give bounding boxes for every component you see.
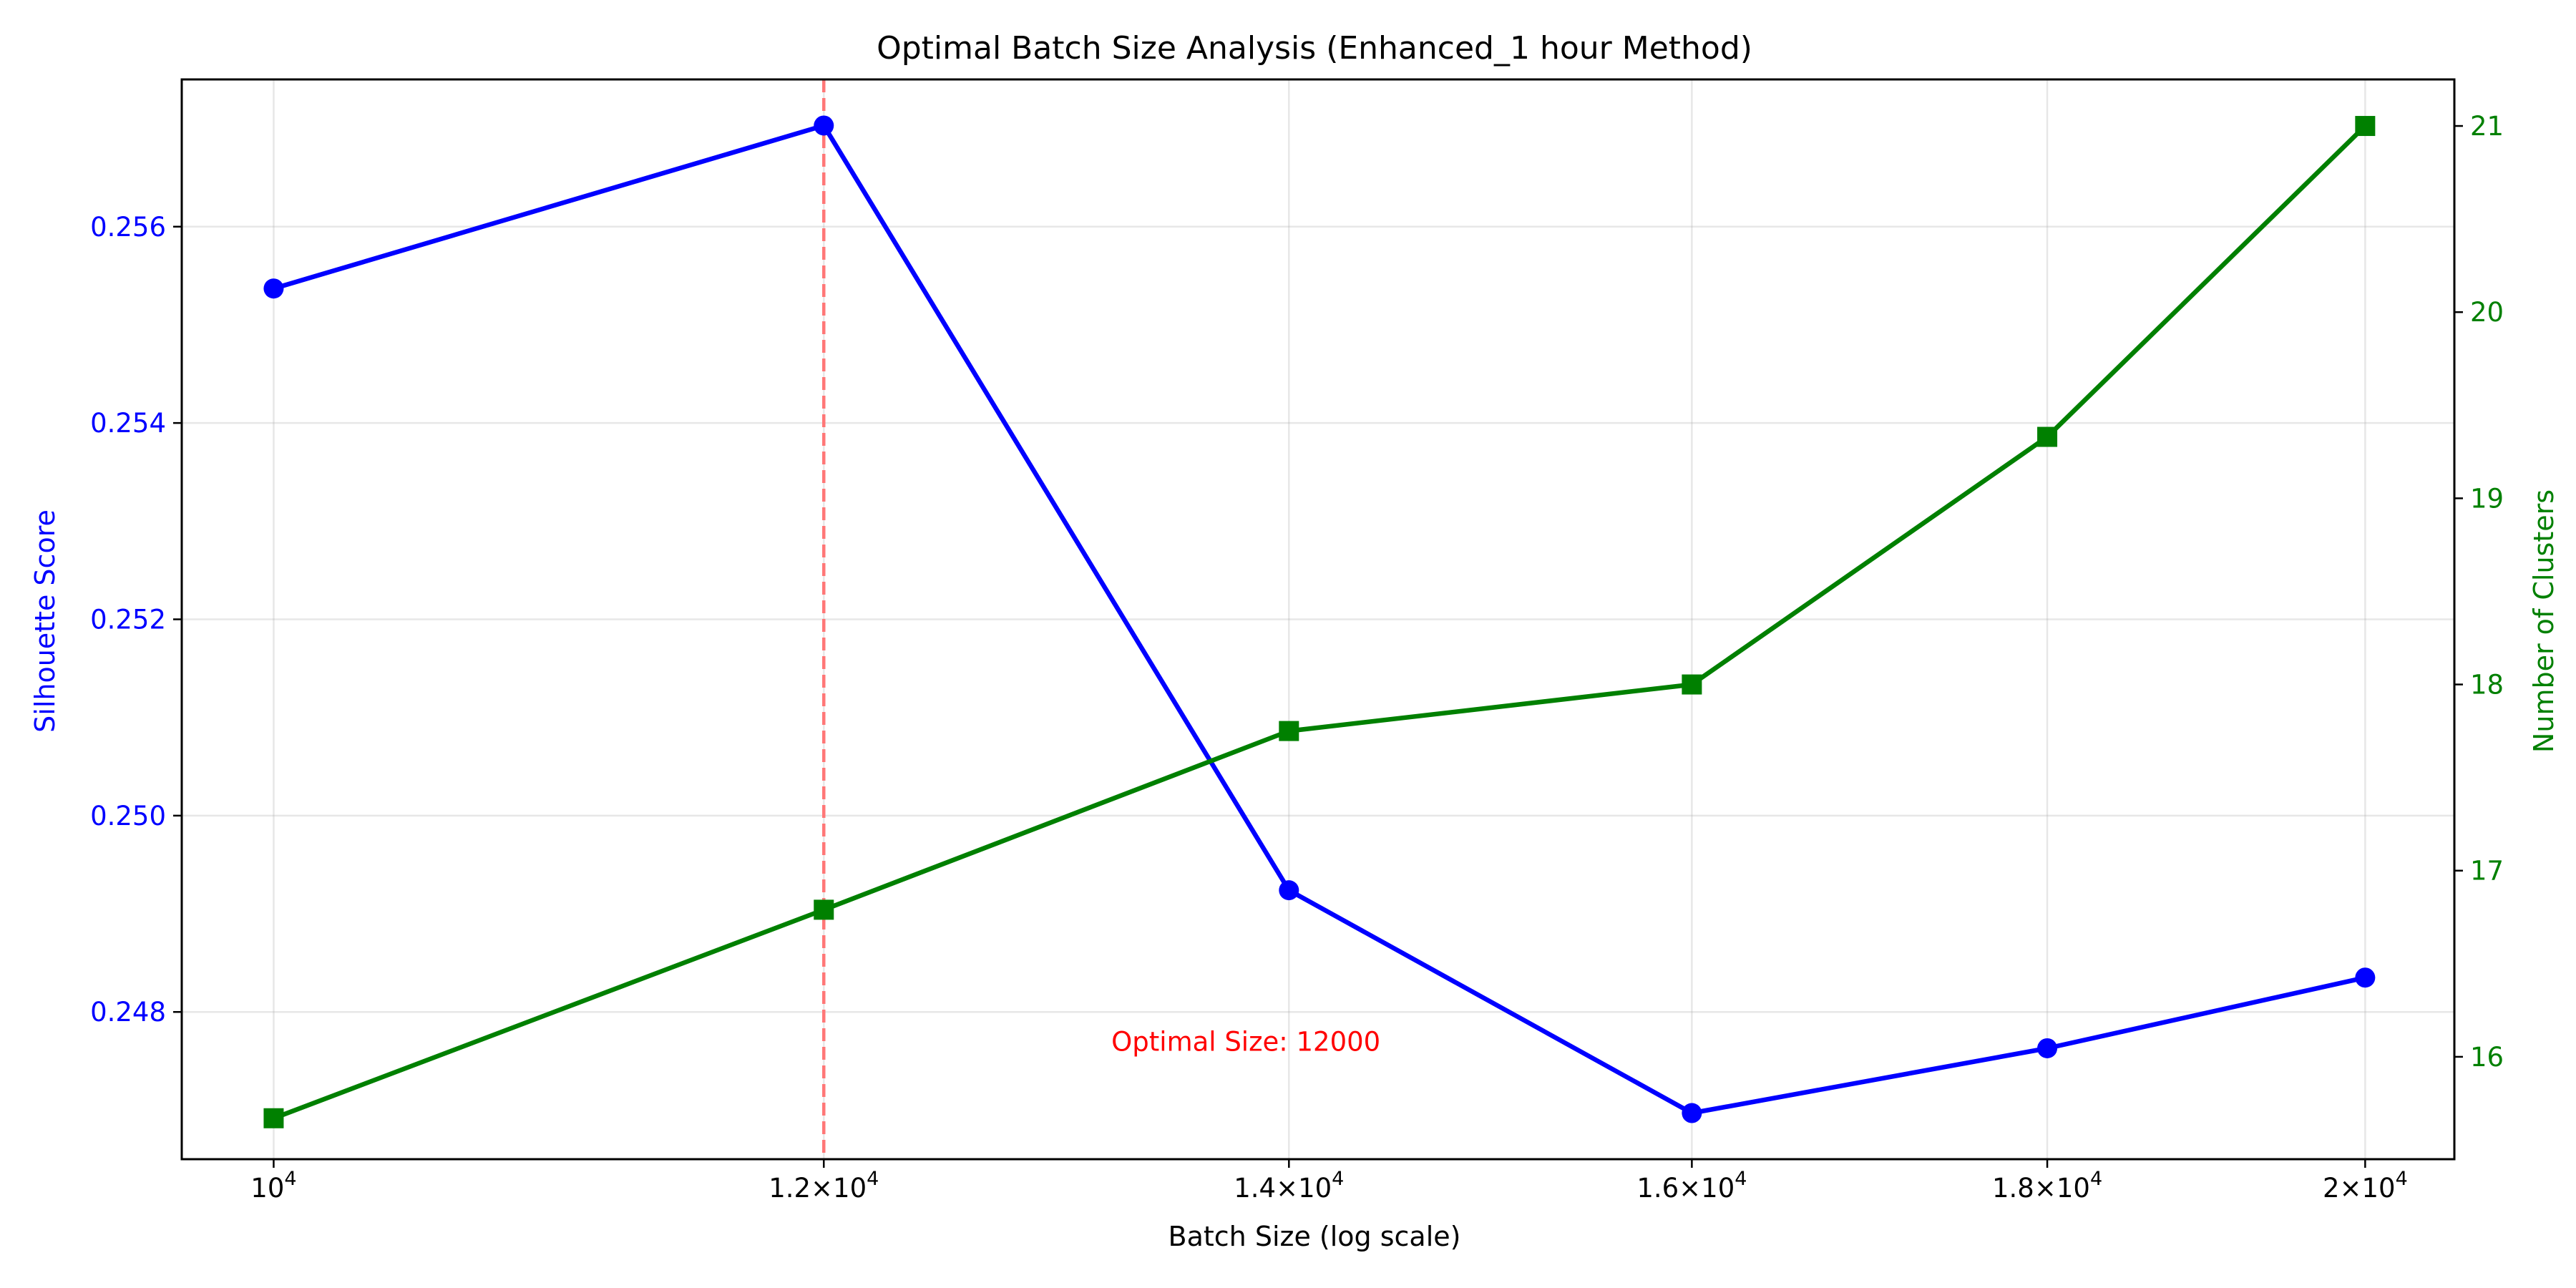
silhouette-point [1279, 880, 1299, 901]
x-tick-label: 104 [250, 1168, 296, 1204]
silhouette-point [2037, 1038, 2058, 1058]
optimal-size-annotation: Optimal Size: 12000 [1111, 1026, 1380, 1057]
clusters-point [263, 1108, 284, 1128]
silhouette-point [1682, 1103, 1702, 1123]
x-tick-label: 2×104 [2323, 1168, 2408, 1204]
chart-title: Optimal Batch Size Analysis (Enhanced_1 … [877, 30, 1752, 67]
x-tick-label: 1.2×104 [769, 1168, 879, 1204]
y2-tick-label: 21 [2470, 111, 2504, 142]
y2-tick-label: 17 [2470, 856, 2504, 887]
y-tick-label: 0.250 [90, 801, 166, 831]
clusters-point [1682, 674, 1702, 695]
clusters-point [2037, 426, 2058, 447]
y2-tick-label: 18 [2470, 670, 2504, 701]
clusters-point [2355, 116, 2376, 137]
y-tick-label: 0.248 [90, 997, 166, 1028]
series-layer [263, 115, 2376, 1128]
x-axis-label: Batch Size (log scale) [1169, 1221, 1461, 1252]
silhouette-point [2355, 967, 2376, 988]
clusters-point [814, 899, 834, 920]
y-tick-label: 0.254 [90, 408, 166, 439]
silhouette-series-line [273, 123, 2366, 1116]
y-tick-label: 0.256 [90, 212, 166, 243]
ticks-layer: 104 1.2×104 1.4×104 1.6×104 1.8×104 2×104 0.24… [90, 111, 2504, 1204]
y2-tick-label: 16 [2470, 1042, 2504, 1073]
x-tick-label: 1.8×104 [1992, 1168, 2102, 1204]
clusters-point [1279, 721, 1299, 741]
x-tick-label: 1.6×104 [1636, 1168, 1747, 1204]
silhouette-point [814, 115, 834, 136]
y2-tick-label: 20 [2470, 297, 2504, 328]
silhouette-point [263, 278, 284, 299]
y2-tick-label: 19 [2470, 483, 2504, 514]
y-axis-label: Silhouette Score [29, 509, 61, 733]
x-tick-label: 1.4×104 [1234, 1168, 1344, 1204]
y-tick-label: 0.252 [90, 605, 166, 635]
y2-axis-label: Number of Clusters [2528, 489, 2560, 753]
clusters-series-line [273, 124, 2367, 1121]
